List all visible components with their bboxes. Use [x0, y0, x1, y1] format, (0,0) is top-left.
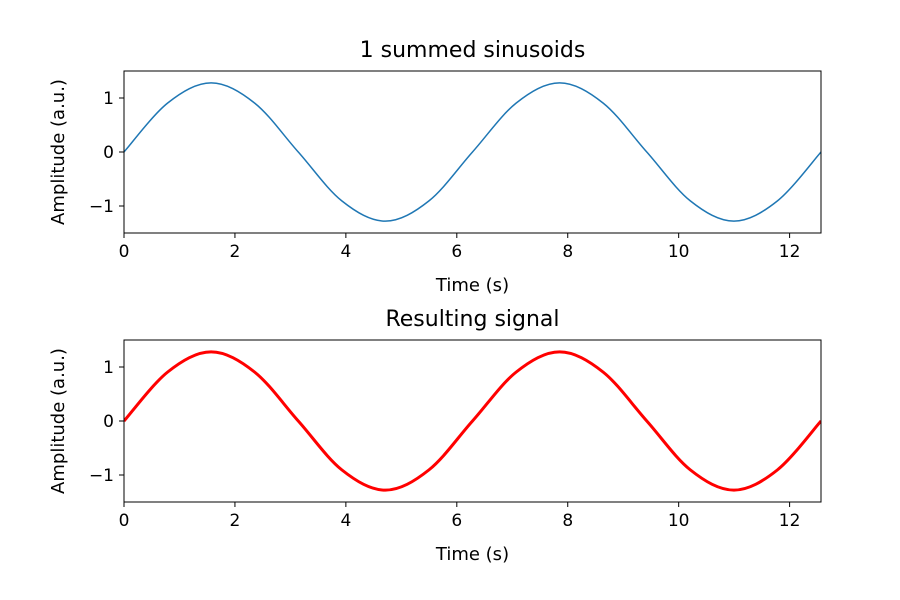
- x-tick-label: 10: [668, 511, 690, 531]
- x-axis-label: Time (s): [435, 275, 509, 296]
- y-tick-label: 0: [103, 143, 114, 163]
- x-tick-label: 4: [340, 511, 351, 531]
- y-tick-label: 1: [103, 358, 114, 378]
- y-tick-label: −1: [89, 197, 114, 217]
- series-line: [124, 82, 821, 222]
- x-tick-label: 12: [779, 511, 801, 531]
- plot-area: 0 2 4 6 8 10 12 −1 0 1: [89, 339, 822, 531]
- x-tick-label: 2: [230, 511, 241, 531]
- x-tick-label: 8: [562, 511, 573, 531]
- x-tick-label: 0: [119, 511, 130, 531]
- x-tick-label: 12: [779, 242, 801, 262]
- subplot-bottom: Resulting signal Time (s) Amplitude (a.u…: [48, 307, 822, 565]
- subplot-title: 1 summed sinusoids: [360, 38, 586, 63]
- subplot-title: Resulting signal: [385, 307, 559, 332]
- series-line: [124, 350, 821, 492]
- plot-area: 0 2 4 6 8 10 12 −1 0 1: [89, 70, 822, 262]
- y-tick-label: 0: [103, 412, 114, 432]
- x-tick-label: 10: [668, 242, 690, 262]
- x-tick-label: 8: [562, 242, 573, 262]
- x-tick-label: 0: [119, 242, 130, 262]
- y-axis-label: Amplitude (a.u.): [48, 79, 69, 225]
- y-tick-label: −1: [89, 466, 114, 486]
- subplot-top: 1 summed sinusoids Time (s) Amplitude (a…: [48, 38, 822, 296]
- x-tick-label: 2: [230, 242, 241, 262]
- x-tick-label: 4: [340, 242, 351, 262]
- x-axis-label: Time (s): [435, 544, 509, 565]
- y-tick-label: 1: [103, 89, 114, 109]
- x-tick-label: 6: [451, 511, 462, 531]
- x-tick-label: 6: [451, 242, 462, 262]
- y-axis-label: Amplitude (a.u.): [48, 348, 69, 494]
